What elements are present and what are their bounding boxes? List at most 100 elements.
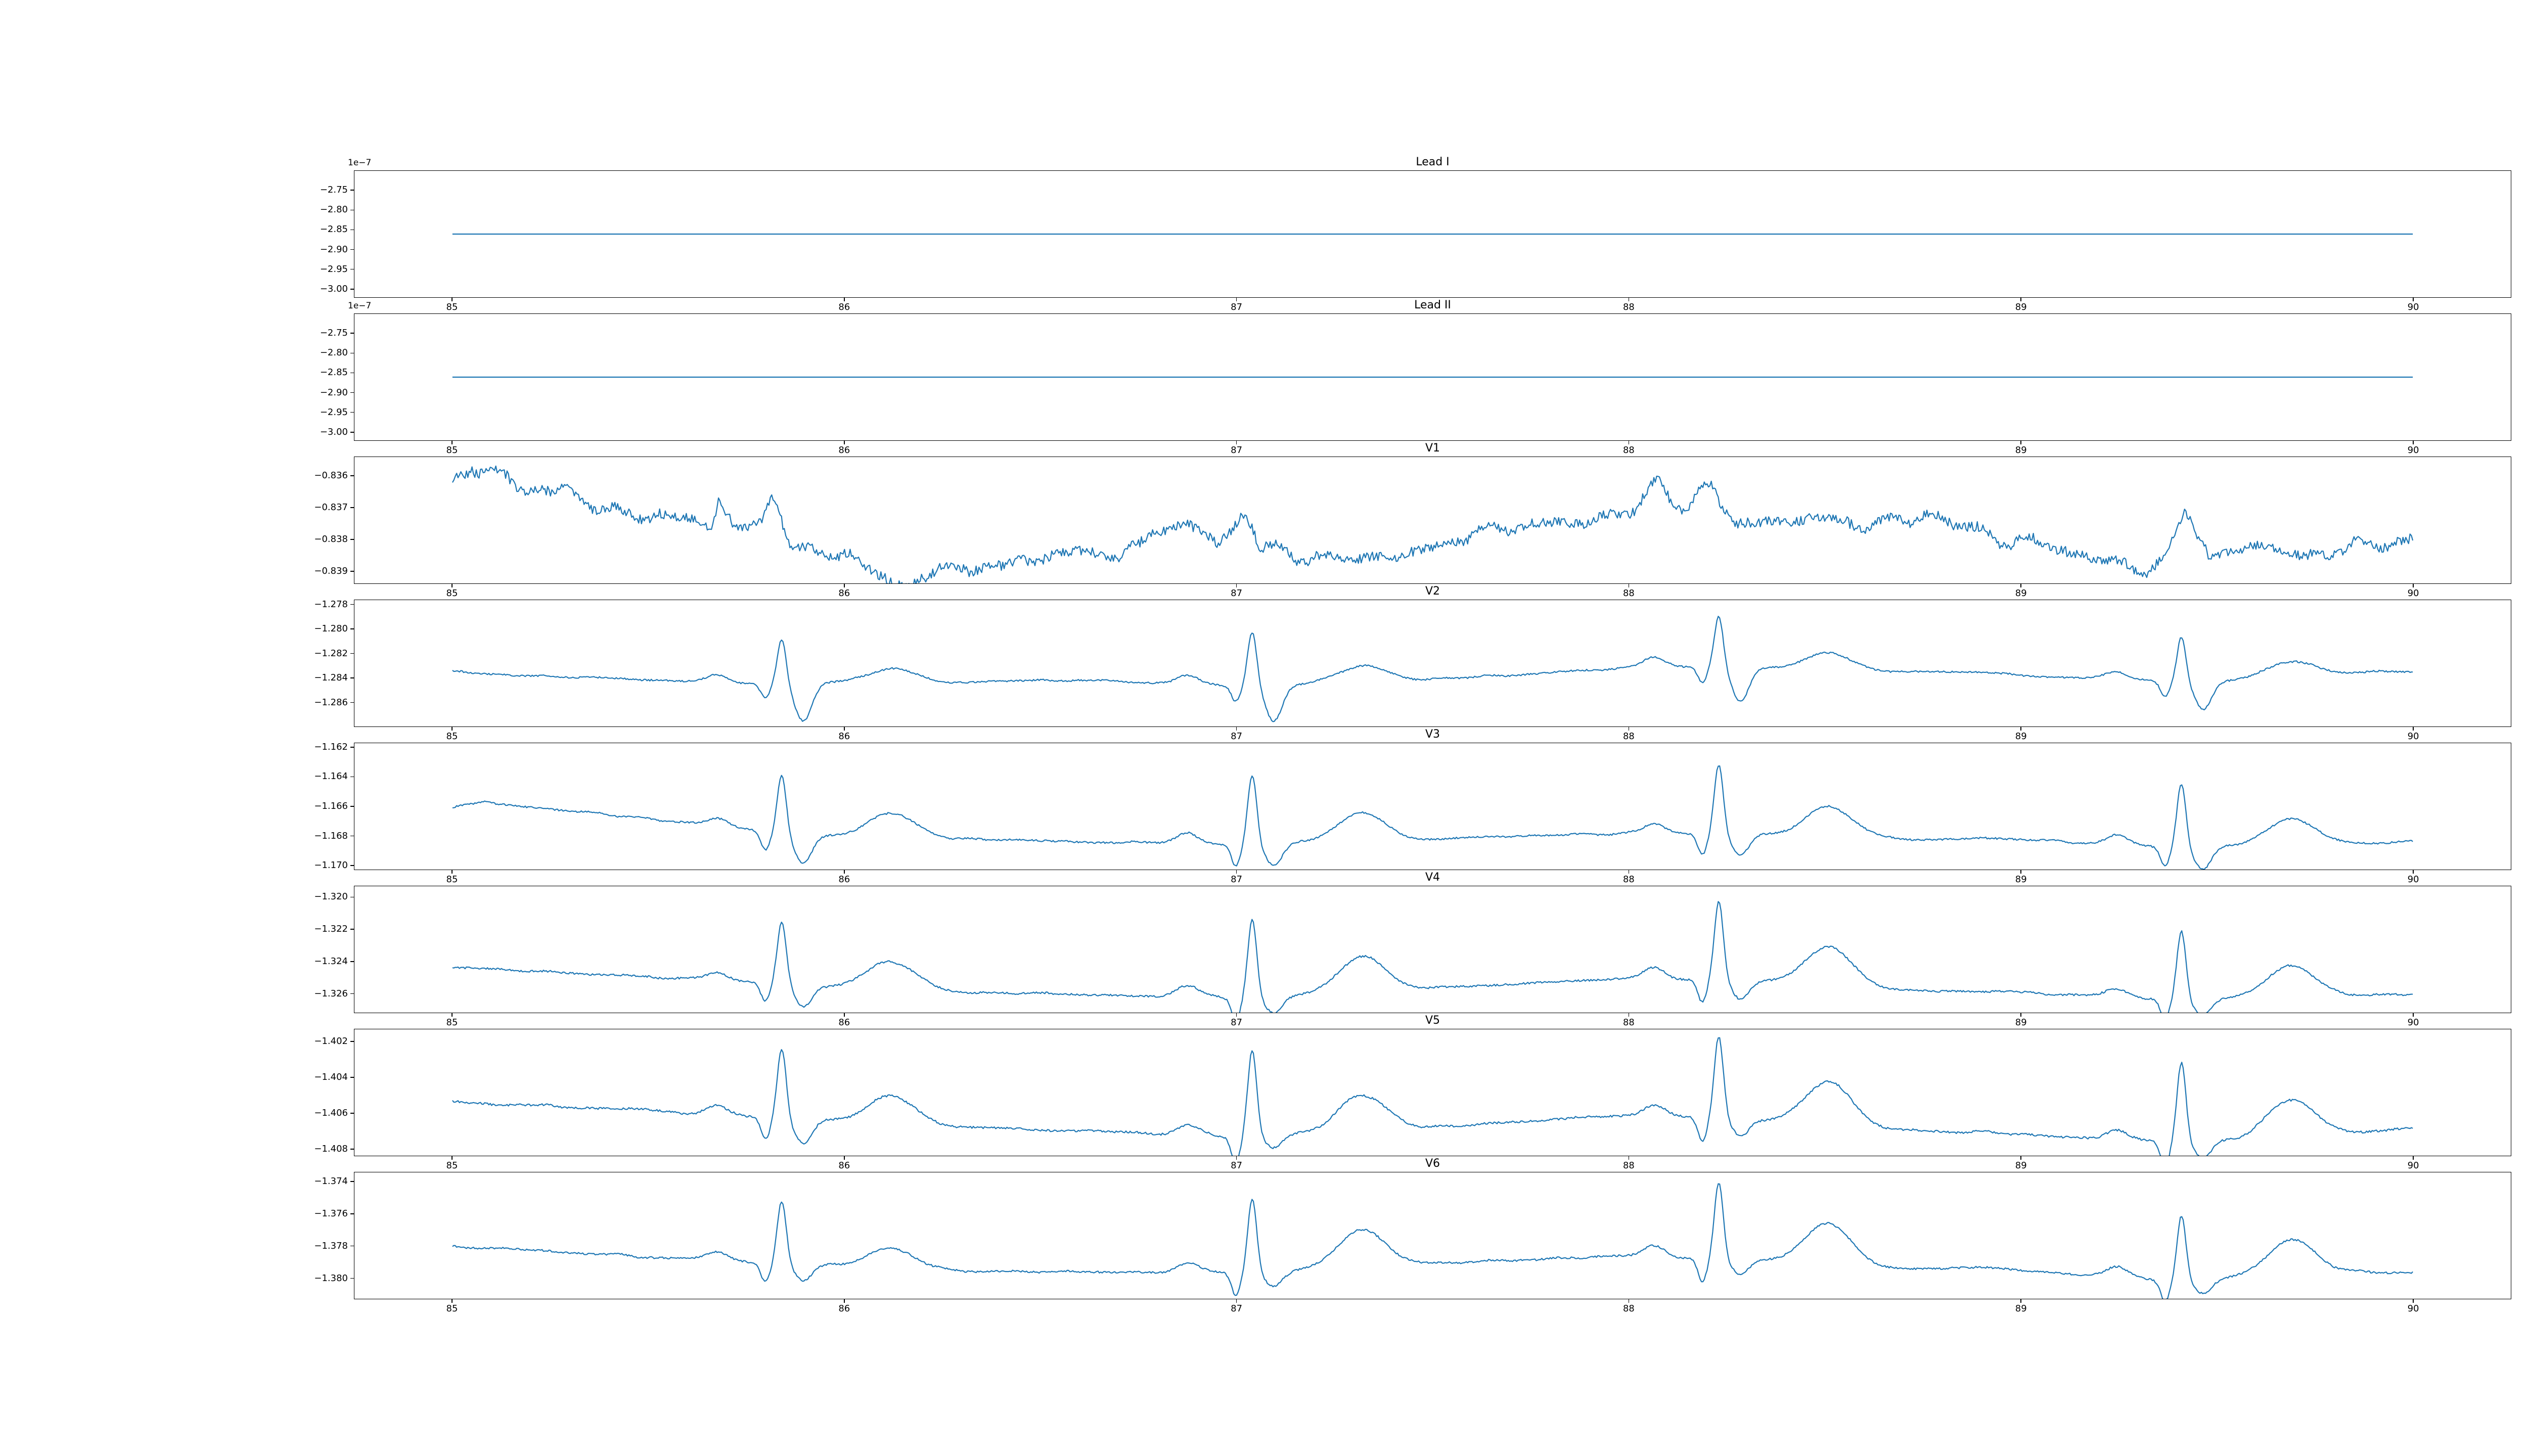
x-tick-label: 89	[2015, 1303, 2027, 1314]
x-tick-label: 87	[1231, 874, 1243, 885]
x-tick-mark	[2020, 298, 2021, 301]
y-tick-label: −0.837	[314, 502, 348, 513]
plot-area-v2	[354, 600, 2511, 727]
x-tick-label: 86	[838, 1017, 850, 1028]
x-tick-mark	[844, 1013, 845, 1017]
y-tick-mark	[350, 268, 354, 270]
x-tick-mark	[1236, 441, 1237, 444]
y-axis-offset-label: 1e−7	[348, 158, 372, 168]
y-tick-label: −1.378	[314, 1240, 348, 1251]
x-tick-mark	[1628, 870, 1630, 874]
y-tick-label: −1.374	[314, 1176, 348, 1187]
y-tick-mark	[350, 702, 354, 703]
y-tick-label: −1.170	[314, 860, 348, 871]
plot-area-v5	[354, 1029, 2511, 1156]
x-tick-label: 90	[2407, 1160, 2419, 1171]
x-tick-mark	[1628, 298, 1630, 301]
x-tick-label: 85	[446, 302, 458, 312]
x-tick-label: 85	[446, 731, 458, 742]
ecg-trace-lead-ii	[452, 376, 2413, 378]
y-tick-mark	[350, 993, 354, 994]
x-tick-label: 85	[446, 588, 458, 599]
x-tick-mark	[844, 441, 845, 444]
x-tick-mark	[844, 1156, 845, 1160]
x-tick-mark	[452, 870, 453, 874]
x-tick-mark	[2020, 584, 2021, 587]
ecg-trace-v4	[452, 901, 2413, 1013]
x-tick-mark	[844, 727, 845, 731]
y-tick-label: −1.324	[314, 956, 348, 967]
x-tick-label: 86	[838, 588, 850, 599]
panel-v4: V4 −1.320 −1.322 −1.324 −1.326 85 86 87 88 89 90	[314, 871, 2511, 1028]
x-tick-mark	[2413, 298, 2414, 301]
x-tick-label: 89	[2015, 874, 2027, 885]
y-tick-label: −1.320	[314, 891, 348, 902]
x-tick-mark	[1236, 1013, 1237, 1017]
x-tick-label: 90	[2407, 874, 2419, 885]
x-tick-label: 86	[838, 1303, 850, 1314]
y-tick-mark	[350, 372, 354, 374]
x-tick-label: 85	[446, 1160, 458, 1171]
y-tick-label: −1.286	[314, 697, 348, 708]
y-tick-mark	[350, 1213, 354, 1214]
x-tick-mark	[2413, 1013, 2414, 1017]
y-tick-mark	[350, 432, 354, 433]
x-tick-label: 89	[2015, 302, 2027, 312]
x-tick-mark	[844, 1299, 845, 1303]
panel-title: Lead II	[1414, 299, 1451, 311]
x-tick-label: 88	[1622, 302, 1635, 312]
y-tick-label: −2.80	[320, 204, 348, 215]
panel-title: V1	[1425, 442, 1440, 454]
x-tick-label: 90	[2407, 588, 2419, 599]
y-tick-label: −2.75	[320, 328, 348, 339]
x-tick-label: 87	[1231, 1303, 1243, 1314]
x-tick-mark	[452, 727, 453, 731]
y-tick-mark	[350, 412, 354, 413]
x-tick-label: 85	[446, 874, 458, 885]
panel-lead-i: Lead I 1e−7 −2.75 −2.80 −2.85 −2.90 −2.95 −3.00…	[320, 156, 2511, 312]
y-axis-offset-label: 1e−7	[348, 301, 372, 311]
x-tick-label: 88	[1622, 588, 1635, 599]
y-tick-label: −2.85	[320, 367, 348, 378]
y-tick-mark	[350, 747, 354, 748]
y-tick-mark	[350, 507, 354, 508]
y-tick-mark	[350, 776, 354, 778]
y-tick-mark	[350, 896, 354, 898]
x-tick-label: 87	[1231, 445, 1243, 456]
y-tick-mark	[350, 289, 354, 290]
ecg-trace-v1	[452, 465, 2414, 583]
x-tick-label: 90	[2407, 1017, 2419, 1028]
y-tick-label: −1.284	[314, 672, 348, 684]
y-tick-label: −1.406	[314, 1107, 348, 1118]
y-tick-label: −3.00	[320, 426, 348, 437]
y-tick-mark	[350, 229, 354, 231]
y-tick-mark	[350, 1041, 354, 1042]
x-tick-label: 90	[2407, 302, 2419, 312]
x-tick-label: 88	[1622, 731, 1635, 742]
x-tick-label: 88	[1622, 1160, 1635, 1171]
x-tick-label: 85	[446, 445, 458, 456]
y-tick-mark	[350, 1113, 354, 1114]
y-tick-label: −2.90	[320, 244, 348, 255]
ecg-trace-v3	[452, 765, 2413, 870]
y-tick-mark	[350, 392, 354, 393]
panel-v3: V3 −1.162 −1.164 −1.166 −1.168 −1.170 85 86 87 88…	[314, 728, 2511, 885]
y-tick-mark	[350, 961, 354, 962]
x-tick-mark	[2020, 1156, 2021, 1160]
x-tick-label: 87	[1231, 1160, 1243, 1171]
x-tick-mark	[2020, 1013, 2021, 1017]
x-tick-label: 87	[1231, 302, 1243, 312]
x-tick-mark	[2020, 727, 2021, 731]
x-tick-mark	[2413, 441, 2414, 444]
y-tick-mark	[350, 653, 354, 654]
x-tick-mark	[1236, 727, 1237, 731]
panel-v2: V2 −1.278 −1.280 −1.282 −1.284 −1.286 85 86 87 88…	[314, 585, 2511, 742]
x-tick-label: 89	[2015, 1017, 2027, 1028]
y-tick-mark	[350, 835, 354, 837]
y-tick-mark	[350, 1077, 354, 1078]
x-tick-label: 89	[2015, 588, 2027, 599]
y-tick-label: −2.75	[320, 185, 348, 196]
panel-title: V3	[1425, 728, 1440, 741]
x-tick-mark	[1236, 1156, 1237, 1160]
